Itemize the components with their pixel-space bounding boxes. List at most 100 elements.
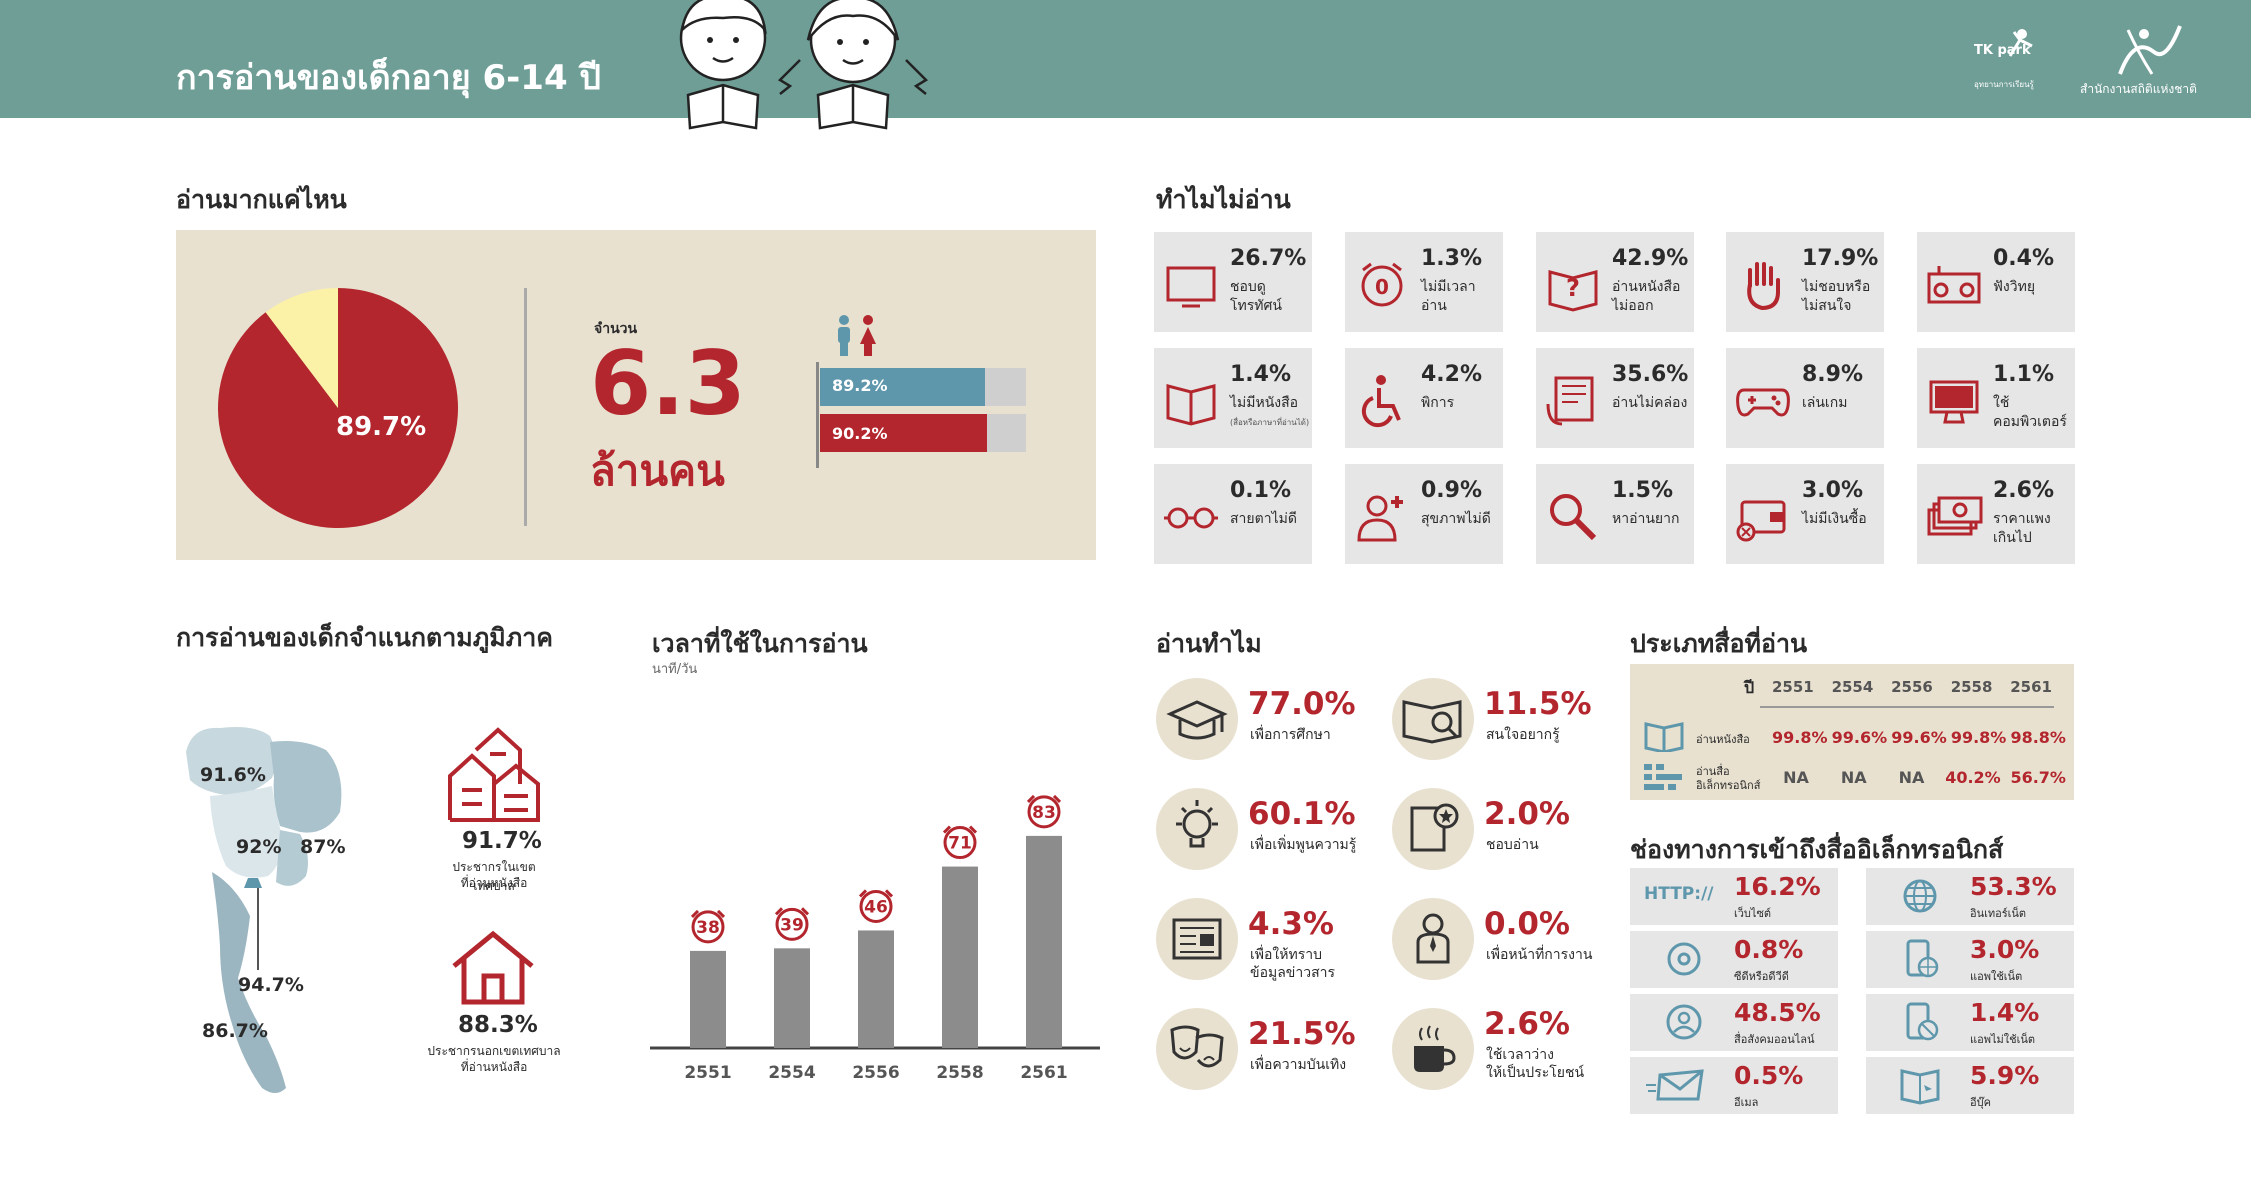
why-read-icon-bg xyxy=(1156,678,1238,760)
page-title: การอ่านของเด็กอายุ 6-14 ปี xyxy=(176,58,602,98)
header-bar xyxy=(0,0,2251,118)
svg-text:0: 0 xyxy=(1375,275,1389,299)
rural-label-2: ที่อ่านหนังสือ xyxy=(460,1060,528,1074)
tk-park-figure-icon xyxy=(2008,29,2033,57)
why-read-label: เพื่อให้ทราบ xyxy=(1250,947,1322,963)
globe-icon xyxy=(1903,879,1937,913)
why-read-label: ใช้เวลาว่าง xyxy=(1486,1047,1554,1063)
alarm-bells-icon xyxy=(942,825,978,834)
alarm-badge-icon xyxy=(943,826,977,860)
media-value: 98.8% xyxy=(2010,728,2066,747)
urban-buildings-icon xyxy=(448,727,540,822)
why-read-icon-bg xyxy=(1156,1008,1238,1090)
map-region-northeast xyxy=(270,741,342,833)
nso-emblem-icon xyxy=(2118,25,2182,75)
coffee-cup-icon xyxy=(1414,1025,1456,1072)
male-bar xyxy=(820,368,986,406)
reason-computer: 1.1% ใช้คอมพิวเตอร์ xyxy=(1917,348,2075,448)
why-read-icon-bg xyxy=(1392,1008,1474,1090)
time-bar xyxy=(690,950,726,1048)
why-read-icon-bg xyxy=(1392,678,1474,760)
why-read-label: เพื่อเพิ่มพูนความรู้ xyxy=(1250,837,1357,853)
thailand-map xyxy=(186,727,342,1093)
http-icon: HTTP:// xyxy=(1644,884,1714,904)
graduation-cap-icon xyxy=(1166,700,1228,740)
channel-pct: 3.0% xyxy=(1970,935,2040,964)
media-value: 99.6% xyxy=(1831,728,1888,747)
why-read-icon-bg xyxy=(1156,898,1238,980)
media-value: 99.8% xyxy=(1772,728,1828,747)
alarm-bells-icon xyxy=(690,909,726,918)
reason-radio: 0.4% ฟังวิทยุ xyxy=(1917,232,2075,332)
time-subtitle: นาที/วัน xyxy=(652,662,698,677)
theater-masks-icon xyxy=(1170,1025,1224,1068)
why-read-pct: 0.0% xyxy=(1484,906,1570,942)
channel-label: สื่อสังคมออนไลน์ xyxy=(1734,1033,1815,1046)
wallet-icon xyxy=(1736,500,1786,542)
reason-label: ฟังวิทยุ xyxy=(1993,279,2036,295)
question-book-icon: ? xyxy=(1548,270,1598,312)
time-bar-value: 83 xyxy=(1032,803,1056,823)
media-value: 99.8% xyxy=(1950,728,2007,747)
urban-label-2: ที่อ่านหนังสือ xyxy=(460,876,528,890)
media-year: 2561 xyxy=(2010,678,2052,696)
why-read-pct: 77.0% xyxy=(1248,686,1356,722)
time-title: เวลาที่ใช้ในการอ่าน xyxy=(652,629,868,658)
alarm-clock-icon: 0 xyxy=(1361,262,1403,307)
reason-not-interested: 17.9% ไม่ชอบหรือไม่สนใจ xyxy=(1726,232,1884,332)
reason-label: เล่นเกม xyxy=(1802,395,1848,411)
why-read-label: ชอบอ่าน xyxy=(1486,837,1539,853)
why-read-label: เพื่อการศึกษา xyxy=(1250,727,1331,743)
time-bar-category: 2558 xyxy=(936,1063,983,1080)
why-read-label: เพื่อความบันเทิง xyxy=(1250,1057,1347,1073)
media-year: 2551 xyxy=(1772,678,1814,696)
reason-label: อ่านหนังสือไม่ออก xyxy=(1612,279,1681,314)
magnifier-icon xyxy=(1550,494,1597,541)
alarm-badge-icon xyxy=(1027,795,1061,829)
cd-icon xyxy=(1667,942,1701,976)
why-not-title: ทำไมไม่อ่าน xyxy=(1156,185,1291,214)
reason-label: พิการ xyxy=(1421,395,1455,411)
media-title: ประเภทสื่อที่อ่าน xyxy=(1630,629,1808,658)
rural-label-1: ประชากรนอกเขตเทศบาล xyxy=(427,1044,561,1058)
open-book-icon xyxy=(1644,722,1684,752)
book-icon xyxy=(1166,384,1216,426)
channel-label: ซีดีหรือดีวีดี xyxy=(1734,970,1789,983)
book-star-icon xyxy=(1410,803,1459,852)
how-much-title: อ่านมากแค่ไหน xyxy=(176,185,347,214)
channel-internet: 53.3% อินเทอร์เน็ต xyxy=(1866,868,2074,925)
reason-pct: 35.6% xyxy=(1612,362,1689,387)
media-value: NA xyxy=(1840,768,1867,787)
radio-icon xyxy=(1927,266,1981,304)
why-read-label-2: ข้อมูลข่าวสาร xyxy=(1250,965,1336,981)
media-year-header: 2551 2554 2556 2558 2561 xyxy=(1772,678,2052,696)
reason-health: 0.9% สุขภาพไม่ดี xyxy=(1345,464,1503,564)
wheelchair-icon xyxy=(1361,375,1401,428)
urban-pct: 91.7% xyxy=(462,828,542,854)
media-year: 2556 xyxy=(1891,678,1933,696)
alarm-badge-icon xyxy=(859,889,893,923)
media-year: 2554 xyxy=(1831,678,1874,696)
pie-slice-1 xyxy=(265,288,338,408)
time-bar-category: 2556 xyxy=(852,1063,899,1080)
computer-icon xyxy=(1929,380,1979,424)
reason-no-time: 0 1.3% ไม่มีเวลาอ่าน xyxy=(1345,232,1503,332)
media-year: 2558 xyxy=(1950,678,1993,696)
why-read-pct: 11.5% xyxy=(1484,686,1592,722)
why-read-label-2: ให้เป็นประโยชน์ xyxy=(1486,1065,1585,1081)
map-value-bangkok: 94.7% xyxy=(238,974,304,996)
reason-pct: 0.4% xyxy=(1993,246,2055,271)
reason-pct: 1.4% xyxy=(1230,362,1292,387)
tk-park-logo-text: TK park xyxy=(1974,43,2031,58)
time-bar xyxy=(858,930,894,1048)
map-value-northeast: 87% xyxy=(300,836,346,858)
reason-pct: 1.1% xyxy=(1993,362,2055,387)
why-read-icon-bg xyxy=(1156,788,1238,870)
book-magnifier-icon xyxy=(1402,700,1462,744)
reason-games: 8.9% เล่นเกม xyxy=(1726,348,1884,448)
reason-pct: 0.9% xyxy=(1421,478,1483,503)
alarm-bells-icon xyxy=(774,907,810,916)
reason-label: ราคาแพงเกินไป xyxy=(1993,511,2051,546)
rural-house-icon xyxy=(452,930,534,1005)
channel-ebook: 5.9% อีบุ๊ค xyxy=(1866,1057,2074,1114)
